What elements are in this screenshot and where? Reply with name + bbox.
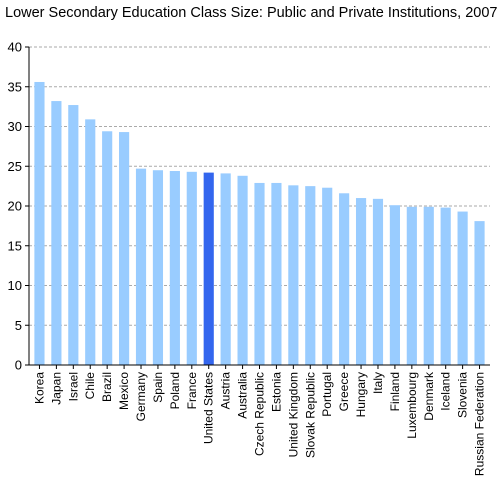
chart-title: Lower Secondary Education Class Size: Pu… xyxy=(5,5,498,21)
bar-brazil xyxy=(102,131,113,365)
x-tick-label: Denmark xyxy=(422,371,436,421)
x-tick-label: Chile xyxy=(83,372,97,400)
bar-poland xyxy=(169,171,180,365)
bar-mexico xyxy=(119,132,130,365)
bar-australia xyxy=(237,175,248,365)
x-tick-label: Portugal xyxy=(320,372,334,417)
bar-greece xyxy=(339,193,350,365)
bar-portugal xyxy=(322,187,333,365)
bar-korea xyxy=(34,81,45,365)
bar-denmark xyxy=(423,206,434,365)
x-tick-label: Spain xyxy=(151,372,165,403)
bar-estonia xyxy=(271,182,282,365)
bar-slovak-republic xyxy=(305,186,316,365)
y-tick-label: 35 xyxy=(8,79,22,94)
bar-france xyxy=(186,171,197,365)
bar-germany xyxy=(135,168,147,365)
y-tick-label: 40 xyxy=(8,40,22,55)
x-tick-label: United Kingdom xyxy=(286,372,300,457)
bar-luxembourg xyxy=(406,206,417,365)
y-tick-label: 25 xyxy=(8,159,22,174)
bar-austria xyxy=(220,173,231,365)
bar-united-states xyxy=(203,172,214,365)
bar-iceland xyxy=(440,207,451,365)
bar-hungary xyxy=(355,198,367,365)
y-tick-label: 10 xyxy=(8,278,22,293)
bar-italy xyxy=(372,198,384,365)
x-tick-label: Korea xyxy=(32,372,46,404)
y-tick-label: 5 xyxy=(15,318,22,333)
x-tick-label: Israel xyxy=(66,372,80,401)
x-tick-label: France xyxy=(185,372,199,410)
y-tick-label: 15 xyxy=(8,238,22,253)
bar-russian-federation xyxy=(474,221,485,365)
x-axis-labels: Korea Japan Israel Chile Brazil Mexico Germany… xyxy=(32,371,486,476)
x-tick-label: Slovenia xyxy=(456,372,470,418)
bar-slovenia xyxy=(457,211,468,365)
axes xyxy=(28,47,490,369)
y-axis-ticks: 0 5 10 15 20 25 30 35 40 xyxy=(8,40,29,373)
x-tick-label: Japan xyxy=(49,372,63,405)
bars xyxy=(34,81,485,365)
x-tick-label: Austria xyxy=(219,372,233,410)
x-tick-label: Italy xyxy=(371,372,385,394)
bar-chile xyxy=(85,119,96,365)
y-tick-label: 20 xyxy=(8,199,22,214)
x-tick-label: Czech Republic xyxy=(253,372,267,456)
x-tick-label: Greece xyxy=(337,372,351,412)
x-tick-label: United States xyxy=(202,372,216,444)
x-tick-label: Russian Federation xyxy=(473,372,487,476)
x-tick-label: Luxembourg xyxy=(405,372,419,439)
bar-spain xyxy=(152,170,164,365)
x-tick-label: Germany xyxy=(134,372,148,421)
x-tick-label: Iceland xyxy=(439,372,453,411)
bar-israel xyxy=(68,105,79,365)
x-tick-label: Hungary xyxy=(354,372,368,417)
y-tick-label: 30 xyxy=(8,119,22,134)
x-tick-label: Estonia xyxy=(269,372,283,412)
x-tick-label: Finland xyxy=(388,372,402,411)
bar-finland xyxy=(389,205,400,365)
y-tick-label: 0 xyxy=(15,358,22,373)
x-tick-label: Poland xyxy=(168,372,182,409)
x-tick-label: Slovak Republic xyxy=(303,372,317,458)
x-tick-label: Brazil xyxy=(100,372,114,402)
x-tick-label: Australia xyxy=(236,372,250,419)
bar-japan xyxy=(51,101,62,365)
x-tick-label: Mexico xyxy=(117,372,131,410)
bar-united-kingdom xyxy=(288,185,299,365)
bar-czech-republic xyxy=(254,182,265,365)
